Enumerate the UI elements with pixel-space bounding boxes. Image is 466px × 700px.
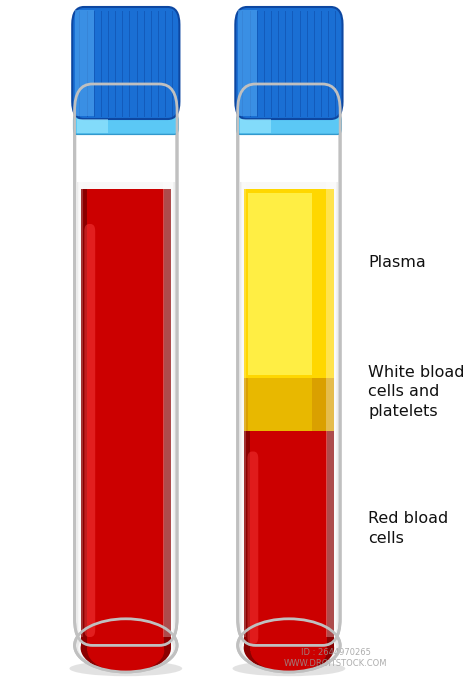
FancyBboxPatch shape [247, 452, 258, 644]
Ellipse shape [244, 624, 334, 672]
Ellipse shape [75, 619, 177, 672]
Text: ID : 2644970265
WWW.DROITSTOCK.COM: ID : 2644970265 WWW.DROITSTOCK.COM [284, 648, 387, 668]
FancyBboxPatch shape [237, 115, 341, 134]
Bar [238, 10, 257, 116]
Ellipse shape [88, 629, 164, 672]
Text: Plasma: Plasma [368, 255, 426, 270]
FancyBboxPatch shape [74, 115, 178, 134]
Ellipse shape [81, 624, 171, 672]
FancyBboxPatch shape [238, 84, 340, 645]
Bar [244, 430, 334, 648]
Bar [244, 378, 334, 430]
FancyBboxPatch shape [78, 84, 173, 648]
FancyBboxPatch shape [72, 7, 179, 119]
Bar [240, 119, 246, 637]
Ellipse shape [241, 626, 336, 669]
Ellipse shape [238, 619, 340, 672]
Bar [326, 119, 338, 637]
Bar [248, 193, 312, 374]
Ellipse shape [233, 661, 345, 676]
Bar [240, 119, 271, 133]
Bar [248, 378, 312, 430]
Bar [81, 189, 171, 648]
Bar [163, 119, 175, 637]
Bar [76, 119, 82, 637]
Ellipse shape [251, 629, 327, 672]
Bar [75, 10, 94, 116]
FancyBboxPatch shape [241, 84, 336, 648]
FancyBboxPatch shape [84, 224, 95, 637]
Ellipse shape [78, 626, 173, 669]
Bar [88, 189, 164, 651]
FancyBboxPatch shape [75, 84, 177, 645]
Ellipse shape [69, 661, 182, 676]
FancyBboxPatch shape [235, 7, 343, 119]
Text: Red bload
cells: Red bload cells [368, 511, 448, 546]
Bar [77, 119, 108, 133]
Bar [240, 84, 338, 182]
Bar [77, 84, 175, 182]
Bar [251, 430, 327, 651]
Text: White bload
cells and
platelets: White bload cells and platelets [368, 365, 465, 419]
Bar [244, 189, 334, 378]
